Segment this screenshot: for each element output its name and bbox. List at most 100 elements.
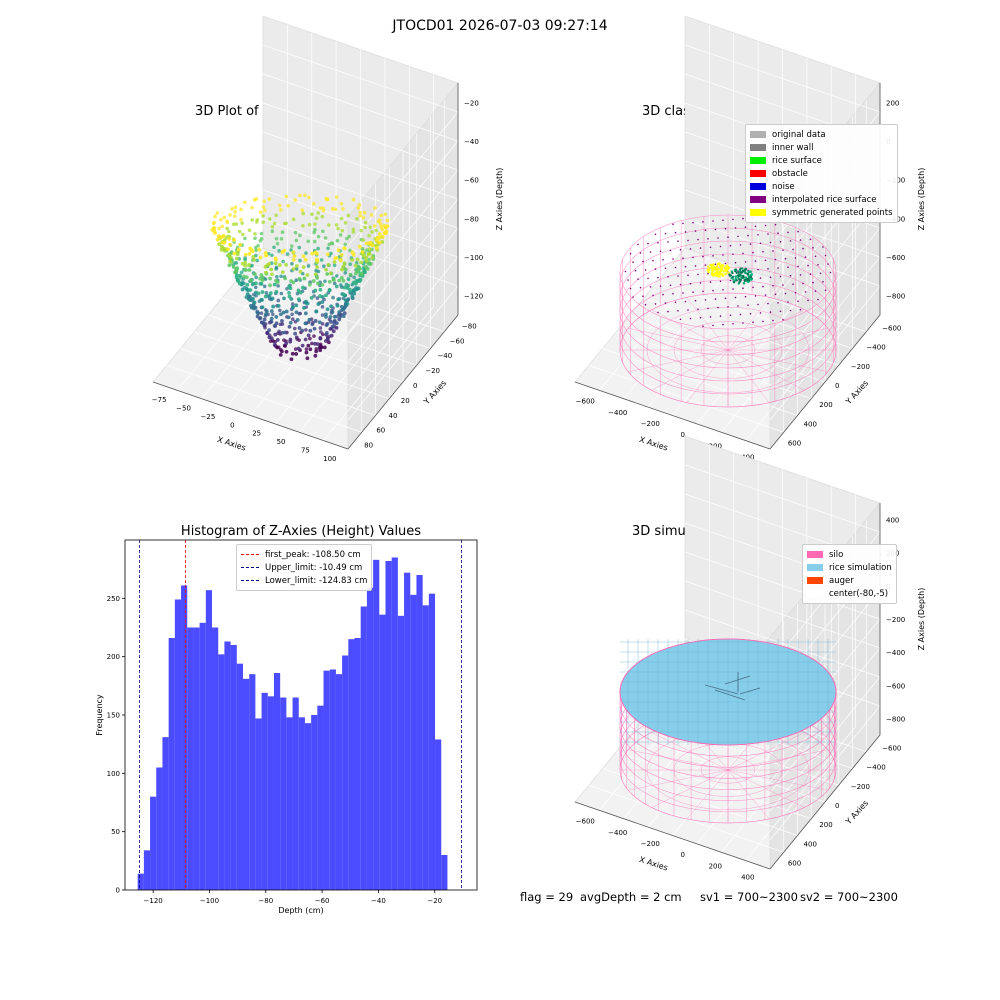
raw-data-point bbox=[341, 278, 346, 283]
classify-interpolated-point bbox=[702, 290, 704, 293]
classify-interpolated-point bbox=[804, 291, 807, 293]
classify-interpolated-point bbox=[664, 302, 667, 304]
raw-data-point bbox=[276, 298, 281, 303]
classify-interpolated-point bbox=[644, 303, 647, 306]
raw-data-point bbox=[301, 254, 306, 259]
raw-data-point bbox=[284, 262, 289, 267]
raw-data-point bbox=[267, 296, 272, 301]
raw-data-point bbox=[334, 325, 339, 330]
raw-data-point bbox=[339, 283, 343, 287]
raw-data-point bbox=[248, 294, 252, 299]
classify-interpolated-point bbox=[734, 227, 737, 229]
raw-data-point bbox=[294, 352, 299, 356]
raw-data-point bbox=[284, 349, 289, 354]
raw-data-point bbox=[290, 312, 294, 317]
raw-data-point bbox=[294, 303, 299, 308]
classify-interpolated-point bbox=[794, 291, 797, 294]
histogram-y-axis-label: Frequency bbox=[95, 694, 104, 736]
raw-data-point bbox=[361, 215, 366, 220]
raw-data-point bbox=[278, 322, 283, 327]
raw-data-point bbox=[355, 257, 360, 262]
raw-data-point bbox=[355, 216, 359, 221]
raw-data-point bbox=[274, 236, 279, 241]
classify-rice-point bbox=[734, 277, 737, 280]
histogram-bar bbox=[298, 717, 305, 890]
raw-data-point bbox=[319, 330, 323, 334]
histogram-bar bbox=[143, 850, 151, 890]
raw-data-point bbox=[345, 286, 350, 290]
raw-data-point bbox=[324, 331, 329, 335]
classify-interpolated-point bbox=[804, 256, 807, 258]
raw-data-point bbox=[339, 216, 344, 221]
simulation-3d-plot: −600 −400 −200 0 200 400 −600 −400 −200 0 200 400 60… bbox=[574, 435, 926, 881]
classify-rice-point bbox=[750, 278, 753, 281]
sim-floor-spoke bbox=[628, 749, 729, 771]
raw-data-point bbox=[259, 237, 264, 241]
classify-interpolated-point bbox=[682, 292, 684, 294]
classify-interpolated-point bbox=[739, 244, 742, 246]
raw-data-point bbox=[286, 315, 291, 320]
classify-interpolated-point bbox=[704, 299, 707, 301]
sim-x-tick-label: 0 bbox=[681, 851, 685, 859]
raw-data-point bbox=[297, 276, 302, 281]
classify-interpolated-point bbox=[772, 250, 774, 252]
raw-data-point bbox=[335, 238, 340, 243]
classify-interpolated-point bbox=[677, 310, 679, 312]
raw-data-point bbox=[346, 213, 351, 218]
raw-data-point bbox=[249, 303, 253, 308]
raw-data-point bbox=[342, 285, 347, 290]
classify-interpolated-point bbox=[767, 268, 769, 270]
classify-rice-point bbox=[744, 267, 748, 270]
classify-interpolated-point bbox=[687, 309, 689, 311]
raw-data-point bbox=[258, 255, 263, 260]
raw-data-point bbox=[316, 302, 321, 306]
sim-floor-spoke bbox=[628, 769, 729, 791]
raw-data-point bbox=[250, 218, 255, 222]
classify-interpolated-point bbox=[689, 317, 692, 320]
raw-data-point bbox=[242, 200, 247, 205]
legend-entry: symmetric generated points bbox=[750, 206, 893, 219]
raw-data-point bbox=[262, 199, 266, 203]
classify-symmetric-point bbox=[711, 274, 714, 277]
legend-label: auger bbox=[829, 575, 854, 586]
raw-data-point bbox=[301, 265, 306, 269]
raw-x-tick-label: −50 bbox=[176, 405, 191, 413]
raw-data-point bbox=[267, 217, 272, 221]
raw-data-point bbox=[303, 311, 308, 316]
legend-swatch bbox=[750, 170, 766, 177]
histogram-bar bbox=[156, 767, 163, 890]
legend-label: rice simulation bbox=[829, 562, 892, 573]
raw-data-point bbox=[379, 213, 384, 218]
classify-interpolated-point bbox=[632, 261, 634, 264]
raw-data-point bbox=[303, 337, 308, 342]
raw-data-point bbox=[286, 203, 291, 208]
raw-data-point bbox=[240, 221, 244, 225]
raw-data-point bbox=[250, 205, 254, 210]
classify-interpolated-point bbox=[809, 273, 812, 275]
classify-floor-spoke bbox=[628, 327, 729, 351]
histogram-y-tick-label: 150 bbox=[107, 712, 120, 720]
raw-data-point bbox=[383, 212, 388, 217]
classify-symmetric-point bbox=[712, 272, 715, 276]
sim-floor-grid bbox=[720, 718, 832, 853]
classify-symmetric-point bbox=[726, 265, 730, 268]
classify-interpolated-point bbox=[807, 299, 809, 302]
raw-data-point bbox=[326, 223, 331, 227]
histogram-bar bbox=[410, 594, 417, 890]
classify-interpolated-point bbox=[697, 273, 699, 276]
legend-swatch bbox=[807, 590, 823, 597]
raw-data-point bbox=[235, 278, 240, 282]
raw-data-point bbox=[272, 221, 277, 226]
raw-data-point bbox=[320, 282, 325, 287]
classify-symmetric-point bbox=[708, 266, 711, 269]
classify-interpolated-point bbox=[764, 224, 767, 227]
raw-floor-grid bbox=[274, 289, 386, 425]
raw-data-point bbox=[361, 238, 366, 242]
classify-interpolated-point bbox=[812, 247, 814, 249]
raw-data-point bbox=[358, 244, 362, 249]
classify-interpolated-point bbox=[767, 233, 769, 235]
legend-swatch bbox=[807, 577, 823, 584]
classify-interpolated-point bbox=[784, 292, 787, 295]
raw-data-point bbox=[217, 226, 221, 231]
histogram-bar bbox=[137, 873, 144, 890]
